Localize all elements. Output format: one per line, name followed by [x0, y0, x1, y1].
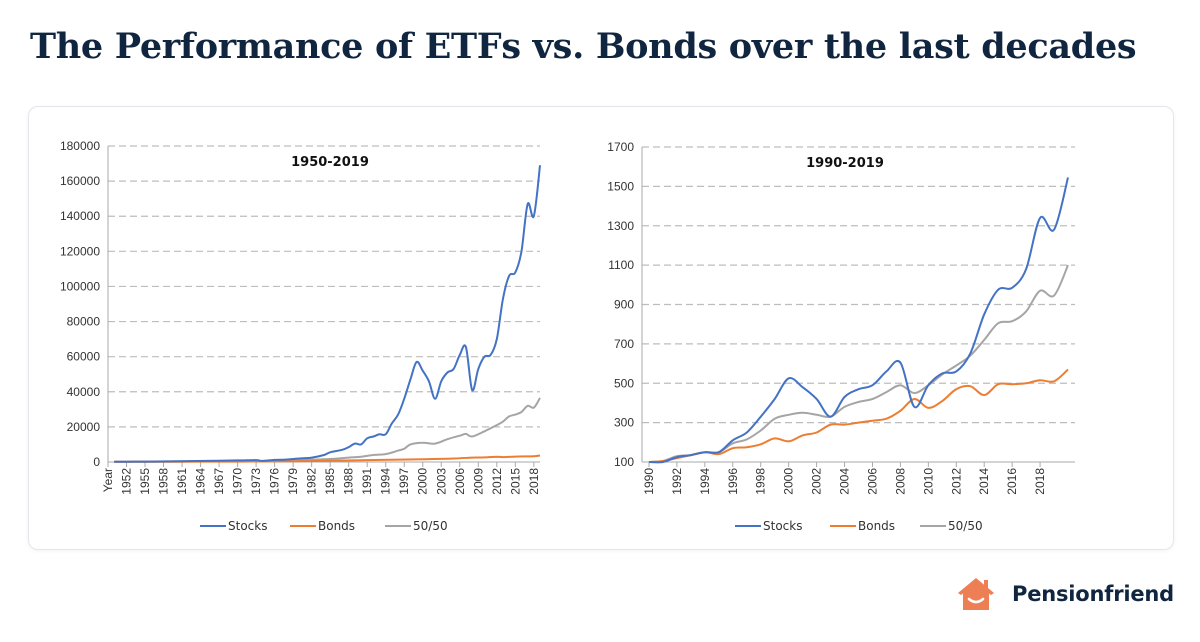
legend-label: 50/50 — [413, 519, 448, 533]
x-tick-label: 1979 — [286, 468, 300, 495]
x-tick-label: 1961 — [175, 468, 189, 495]
y-tick-label: 0 — [93, 455, 100, 469]
series-line-Stocks — [114, 165, 541, 463]
x-tick-label: 1982 — [305, 468, 319, 495]
x-tick-label: 1964 — [194, 468, 208, 495]
house-smile-icon — [958, 578, 994, 610]
y-tick-label: 20000 — [67, 420, 101, 434]
chart-title: 1950-2019 — [291, 155, 369, 170]
y-tick-label: 700 — [614, 337, 634, 351]
y-tick-label: 900 — [614, 298, 634, 312]
series-line-Bonds — [114, 454, 541, 463]
x-tick-label: 2012 — [949, 468, 963, 495]
x-tick-label: 1997 — [397, 468, 411, 495]
x-tick-label: 1990 — [642, 468, 656, 495]
x-tick-label: 2016 — [1005, 468, 1019, 495]
series-line-Stocks — [648, 177, 1069, 464]
x-tick-label: 2018 — [527, 468, 541, 495]
x-tick-label: Year — [101, 468, 115, 492]
x-tick-label: 1967 — [212, 468, 226, 495]
y-tick-label: 140000 — [60, 209, 100, 223]
x-tick-label: 1994 — [379, 468, 393, 495]
x-tick-label: 1998 — [754, 468, 768, 495]
y-tick-label: 1300 — [607, 219, 634, 233]
series-line-50-50 — [114, 397, 541, 463]
x-tick-label: 1988 — [342, 468, 356, 495]
x-tick-label: 1992 — [670, 468, 684, 495]
y-tick-label: 1700 — [607, 140, 634, 154]
x-tick-label: 2000 — [782, 468, 796, 495]
x-tick-label: 2014 — [977, 468, 991, 495]
x-tick-label: 1952 — [120, 468, 134, 495]
x-tick-label: 2003 — [434, 468, 448, 495]
chart-title: 1990-2019 — [806, 156, 884, 171]
y-tick-label: 80000 — [67, 315, 101, 329]
y-tick-label: 180000 — [60, 139, 100, 153]
y-tick-label: 100000 — [60, 279, 100, 293]
y-tick-label: 40000 — [67, 385, 101, 399]
x-tick-label: 1970 — [231, 468, 245, 495]
x-tick-label: 2006 — [865, 468, 879, 495]
x-tick-label: 2012 — [490, 468, 504, 495]
legend-label: Bonds — [858, 519, 895, 533]
brand-name: Pensionfriend — [1012, 582, 1174, 606]
legend-label: 50/50 — [948, 519, 983, 533]
y-tick-label: 100 — [614, 455, 634, 469]
legend-label: Stocks — [228, 519, 267, 533]
y-tick-label: 500 — [614, 376, 634, 390]
x-tick-label: 2015 — [508, 468, 522, 495]
x-tick-label: 1958 — [157, 468, 171, 495]
x-tick-label: 2000 — [416, 468, 430, 495]
chart-card — [28, 106, 1174, 550]
x-tick-label: 1991 — [360, 468, 374, 495]
y-tick-label: 120000 — [60, 244, 100, 258]
x-tick-label: 1985 — [323, 468, 337, 495]
legend-label: Stocks — [763, 519, 802, 533]
y-tick-label: 1500 — [607, 179, 634, 193]
x-tick-label: 1973 — [249, 468, 263, 495]
brand-logo: Pensionfriend — [956, 576, 1174, 612]
x-tick-label: 2002 — [810, 468, 824, 495]
series-line-50-50 — [648, 264, 1069, 463]
legend-label: Bonds — [318, 519, 355, 533]
x-tick-label: 2009 — [471, 468, 485, 495]
series-line-Bonds — [648, 368, 1069, 463]
x-tick-label: 1996 — [726, 468, 740, 495]
y-tick-label: 300 — [614, 416, 634, 430]
x-tick-label: 1955 — [138, 468, 152, 495]
x-tick-label: 2010 — [921, 468, 935, 495]
y-tick-label: 160000 — [60, 174, 100, 188]
x-tick-label: 2008 — [893, 468, 907, 495]
y-tick-label: 1100 — [608, 258, 634, 272]
y-tick-label: 60000 — [67, 350, 101, 364]
x-tick-label: 2004 — [838, 468, 852, 495]
x-tick-label: 1976 — [268, 468, 282, 495]
page-title: The Performance of ETFs vs. Bonds over t… — [30, 26, 1137, 67]
x-tick-label: 1994 — [698, 468, 712, 495]
x-tick-label: 2018 — [1033, 468, 1047, 495]
x-tick-label: 2006 — [453, 468, 467, 495]
